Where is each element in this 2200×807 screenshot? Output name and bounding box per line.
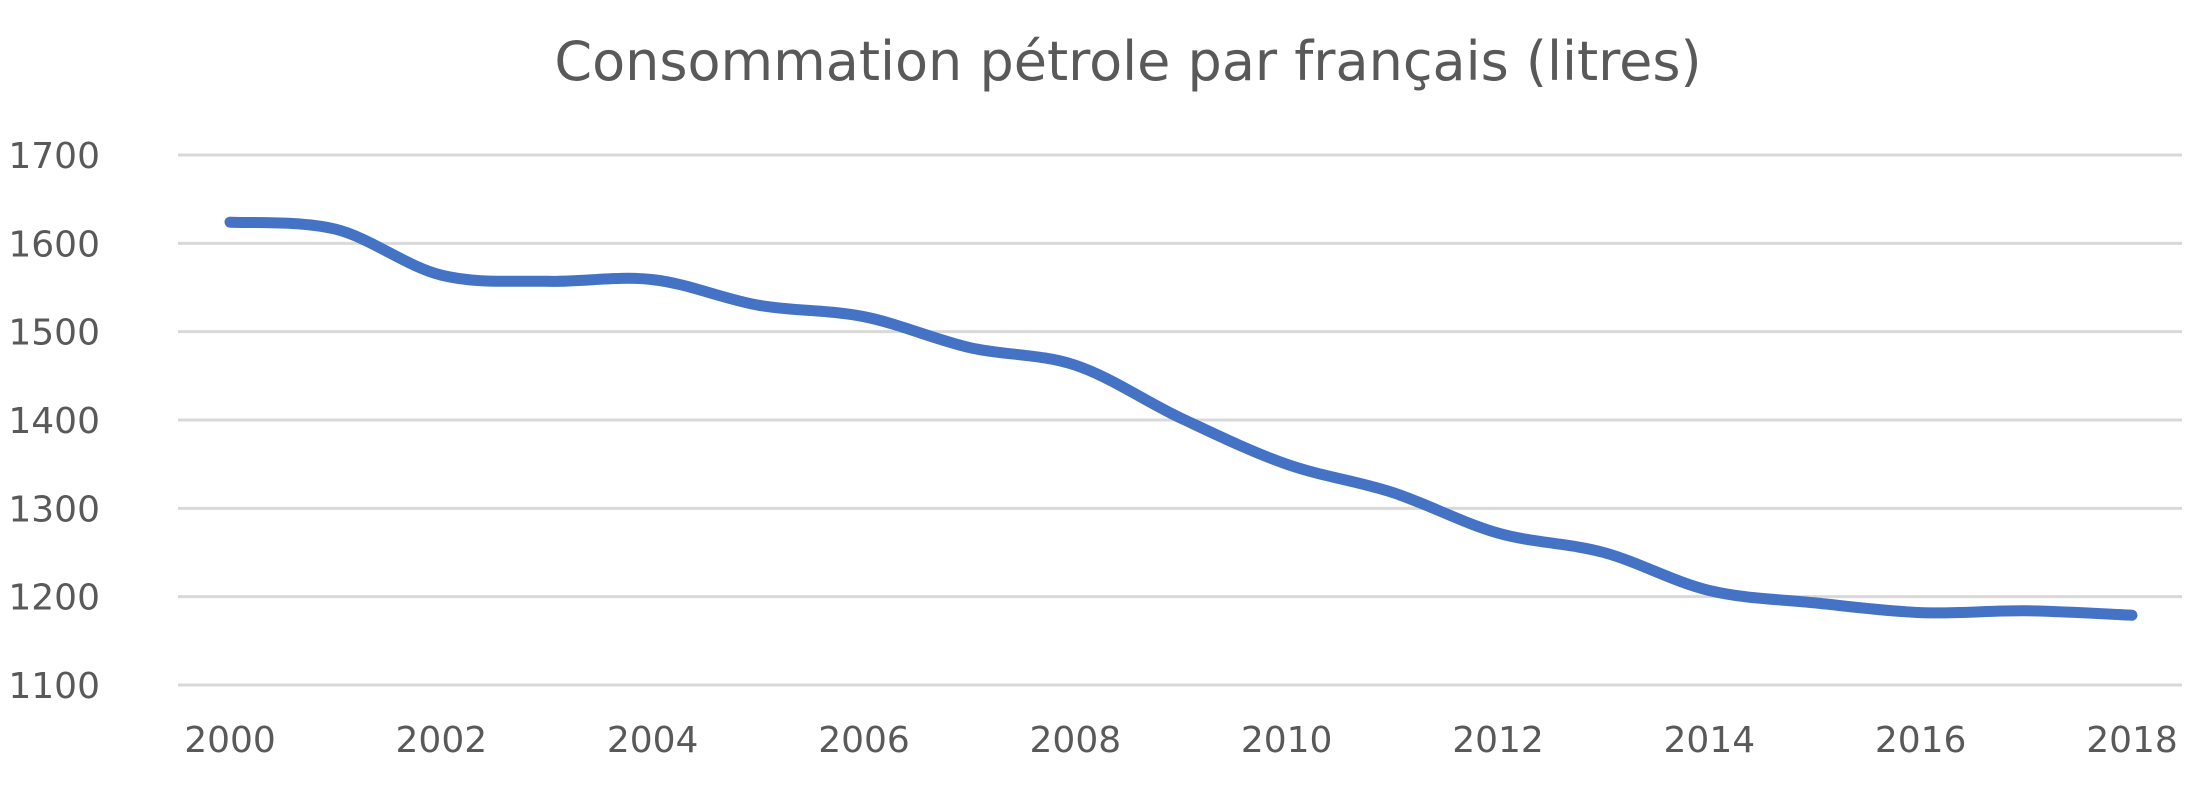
data-point-2014 — [1704, 585, 1714, 595]
chart-title: Consommation pétrole par français (litre… — [554, 30, 1701, 93]
y-tick-label: 1100 — [8, 666, 100, 707]
data-point-2017 — [2021, 606, 2031, 616]
data-point-2011 — [1387, 487, 1397, 497]
data-point-2015 — [1810, 598, 1820, 608]
y-tick-label: 1200 — [8, 578, 100, 619]
data-point-2006 — [859, 312, 869, 322]
x-tick-label: 2004 — [607, 720, 699, 761]
x-tick-label: 2014 — [1664, 720, 1756, 761]
y-tick-label: 1300 — [8, 489, 100, 530]
x-tick-label: 2016 — [1875, 720, 1967, 761]
y-tick-label: 1700 — [8, 136, 100, 177]
x-tick-label: 2018 — [2086, 720, 2178, 761]
x-tick-label: 2010 — [1241, 720, 1333, 761]
y-tick-label: 1500 — [8, 313, 100, 354]
data-point-2012 — [1493, 528, 1503, 538]
data-point-2008 — [1070, 360, 1080, 370]
data-point-2016 — [1916, 608, 1926, 618]
data-point-2004 — [648, 275, 658, 285]
data-point-2010 — [1282, 459, 1292, 469]
x-tick-label: 2002 — [396, 720, 488, 761]
y-axis: 1100 1200 1300 1400 1500 1600 1700 — [8, 136, 100, 707]
x-tick-label: 2006 — [818, 720, 910, 761]
data-point-2003 — [542, 276, 552, 286]
x-tick-label: 2000 — [184, 720, 276, 761]
x-tick-label: 2012 — [1452, 720, 1544, 761]
gridlines — [178, 153, 2182, 687]
data-point-2018 — [2127, 610, 2137, 620]
data-point-2013 — [1599, 548, 1609, 558]
series-layer — [224, 216, 2138, 621]
x-axis: 2000 2002 2004 2006 2008 2010 2012 2014 2016 2018 — [184, 720, 2178, 761]
data-point-2007 — [965, 343, 975, 353]
data-point-2009 — [1176, 413, 1186, 423]
data-point-2001 — [331, 224, 341, 234]
y-tick-label: 1400 — [8, 401, 100, 442]
data-point-2005 — [753, 300, 763, 310]
series-line-0 — [224, 216, 2138, 621]
y-tick-label: 1600 — [8, 224, 100, 265]
data-point-2000 — [225, 217, 235, 227]
x-tick-label: 2008 — [1030, 720, 1122, 761]
data-point-2002 — [436, 270, 446, 280]
